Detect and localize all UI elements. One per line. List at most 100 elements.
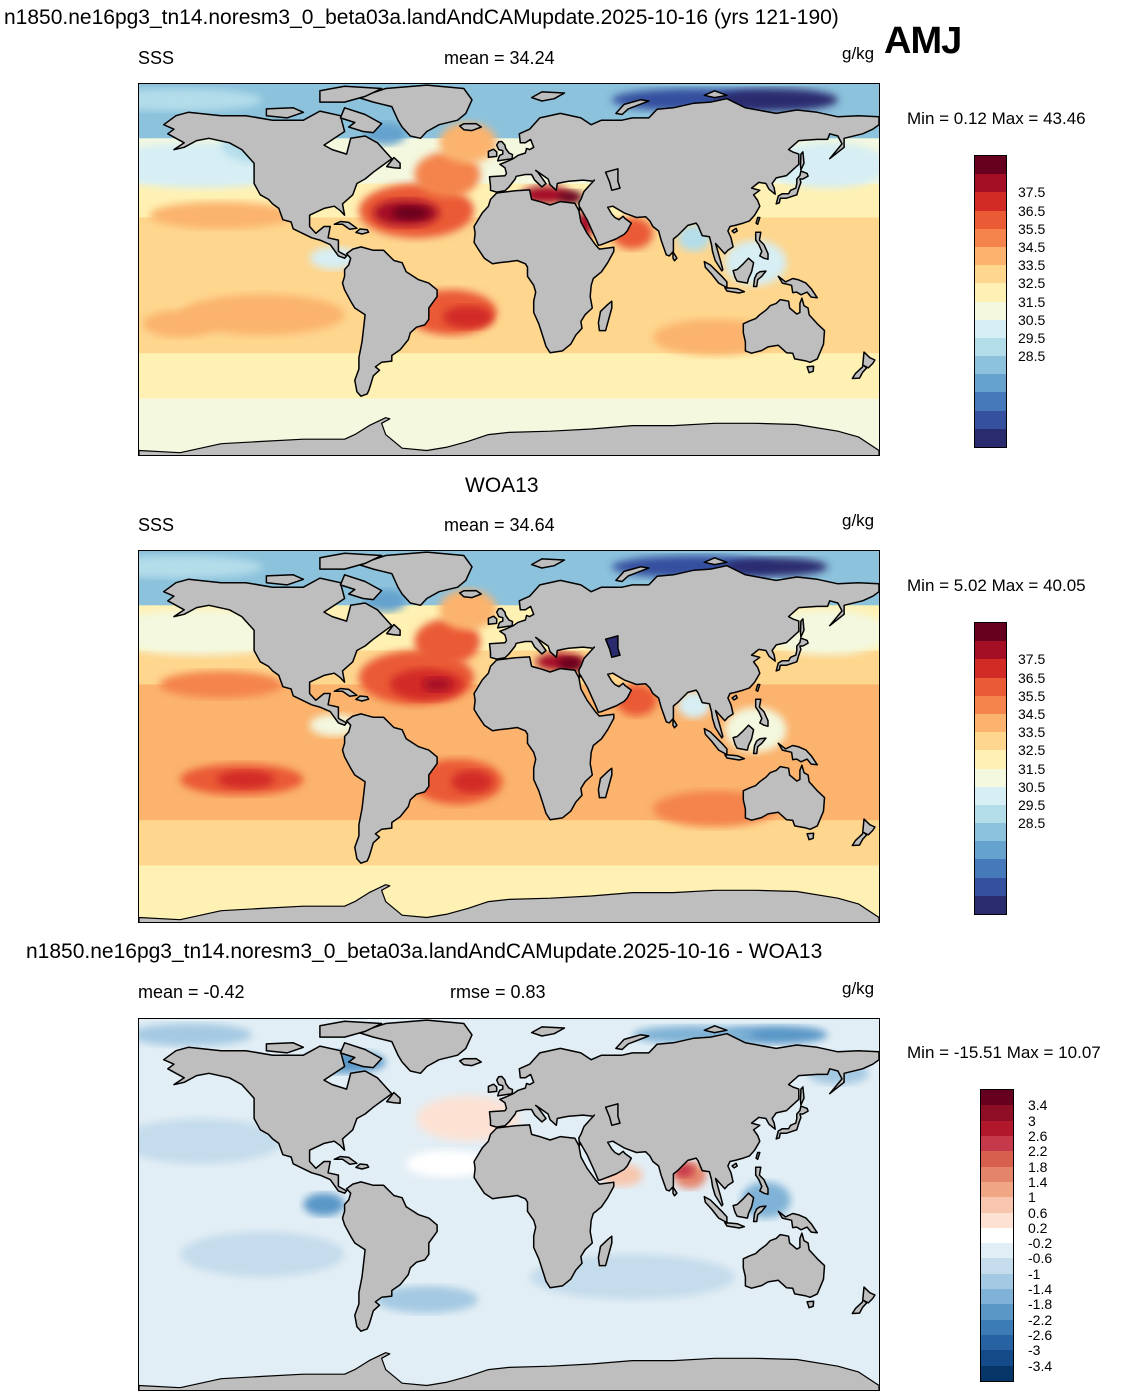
landmass-australia [742, 1232, 826, 1299]
field-blob [741, 1181, 791, 1219]
landmass-greenland [358, 551, 473, 607]
landmass-caspian-lake [604, 635, 621, 659]
colorbar-tick-label: 29.5 [1018, 796, 1046, 813]
colorbar-cell [975, 713, 1006, 733]
landmass-java [724, 1221, 746, 1229]
field-blob [180, 294, 345, 336]
landmass-philippines [754, 231, 769, 261]
colorbar-cell [975, 410, 1006, 429]
colorbar-cell [975, 641, 1006, 660]
colorbar-cell [975, 356, 1006, 375]
colorbar-tick-label: -2.6 [1028, 1327, 1053, 1344]
colorbar-cell [975, 301, 1006, 320]
landmass-novaya-zemlya [615, 1034, 650, 1051]
landmass-iceland [458, 1057, 483, 1067]
colorbar-cell [975, 768, 1006, 787]
colorbar-tick-label: 35.5 [1018, 687, 1046, 704]
colorbar-tick-label: 30.5 [1018, 778, 1046, 795]
panel1-mean-label: mean = 34.24 [444, 48, 555, 68]
landmass-north-america [162, 110, 393, 259]
landmass-north-america [162, 1045, 393, 1194]
landmass-novaya-zemlya [615, 99, 650, 116]
panel2-title: WOA13 [465, 474, 539, 497]
landmass-baffin [339, 1042, 383, 1069]
landmass-south-america [341, 246, 438, 397]
landmass-taiwan [755, 683, 761, 693]
landmass-newfoundland [385, 1091, 401, 1104]
colorbar-tick-label: 36.5 [1018, 669, 1046, 686]
landmass-madagascar [597, 300, 613, 332]
colorbar-tick-label: -1 [1028, 1265, 1041, 1282]
landmass-newfoundland [385, 156, 401, 169]
field-blob [149, 201, 294, 229]
panel1-map [138, 83, 880, 456]
colorbar-tick-label: 28.5 [1018, 815, 1046, 832]
colorbar-cell [975, 319, 1006, 338]
landmass-tasmania [806, 1300, 815, 1309]
field-blob [439, 122, 497, 164]
colorbar-cell [981, 1289, 1013, 1305]
landmass-sakhalin [799, 618, 805, 638]
landmass-sri-lanka [672, 1186, 678, 1197]
colorbar-tick-label: -1.8 [1028, 1296, 1053, 1313]
field-blob [443, 305, 493, 329]
landmass-australia [742, 764, 826, 831]
colorbar-cell [975, 156, 1006, 175]
landmass-greenland [358, 84, 473, 140]
panel2-variable-label: SSS [138, 515, 175, 535]
colorbar-tick-label: 30.5 [1018, 311, 1046, 328]
panel3-colorbar [980, 1089, 1014, 1382]
landmass-sulawesi [752, 737, 767, 755]
colorbar-cell [981, 1258, 1013, 1274]
colorbar-cell [975, 750, 1006, 769]
colorbar-cell [981, 1181, 1013, 1198]
landmass-svalbard [530, 558, 566, 569]
colorbar-cell [981, 1105, 1013, 1121]
colorbar-cell [975, 659, 1006, 678]
field-blob [391, 206, 429, 220]
colorbar-cell [981, 1120, 1013, 1136]
landmass-new-guinea [777, 1210, 819, 1234]
colorbar-cell [975, 337, 1006, 357]
landmass-uk [495, 1075, 514, 1097]
field-blob [217, 770, 275, 789]
colorbar-cell [981, 1151, 1013, 1167]
landmass-eurasia [488, 564, 879, 739]
field-blob [139, 88, 263, 112]
landmass-ellesmere [319, 552, 383, 570]
colorbar-cell [981, 1273, 1013, 1290]
colorbar-tick-label: 0.2 [1028, 1219, 1048, 1236]
landmass-antarctica [139, 1352, 879, 1390]
colorbar-tick-label: 34.5 [1018, 238, 1046, 255]
landmass-greenland [358, 1019, 473, 1075]
landmass-caspian-lake [604, 168, 621, 192]
landmass-java [724, 753, 746, 761]
landmass-north-america [162, 577, 393, 726]
colorbar-cell [975, 623, 1006, 642]
colorbar-cell [975, 428, 1006, 447]
colorbar-tick-label: 0.6 [1028, 1204, 1048, 1221]
continents [139, 1019, 879, 1390]
colorbar-cell [975, 895, 1006, 914]
colorbar-cell [981, 1243, 1013, 1259]
colorbar-cell [981, 1135, 1013, 1152]
colorbar-cell [975, 174, 1006, 193]
colorbar-tick-label: 28.5 [1018, 348, 1046, 365]
colorbar-cell [981, 1304, 1013, 1320]
landmass-baffin [339, 107, 383, 134]
landmass-hispaniola [355, 695, 370, 702]
panel1-units-label: g/kg [842, 44, 875, 63]
map-svg [139, 84, 879, 455]
landmass-taiwan [755, 1151, 761, 1161]
panel3-map [138, 1018, 880, 1391]
field-blob [139, 1118, 283, 1164]
field-blob [439, 589, 497, 631]
landmass-svalbard [530, 91, 566, 102]
colorbar-tick-label: 29.5 [1018, 329, 1046, 346]
landmass-africa [473, 656, 615, 821]
landmass-new-guinea [777, 275, 819, 299]
colorbar-cell [975, 392, 1006, 411]
colorbar-tick-label: 3.4 [1028, 1097, 1048, 1114]
panel1-minmax-label: Min = 0.12 Max = 43.46 [907, 109, 1086, 128]
landmass-novaya-zemlya [615, 566, 650, 583]
